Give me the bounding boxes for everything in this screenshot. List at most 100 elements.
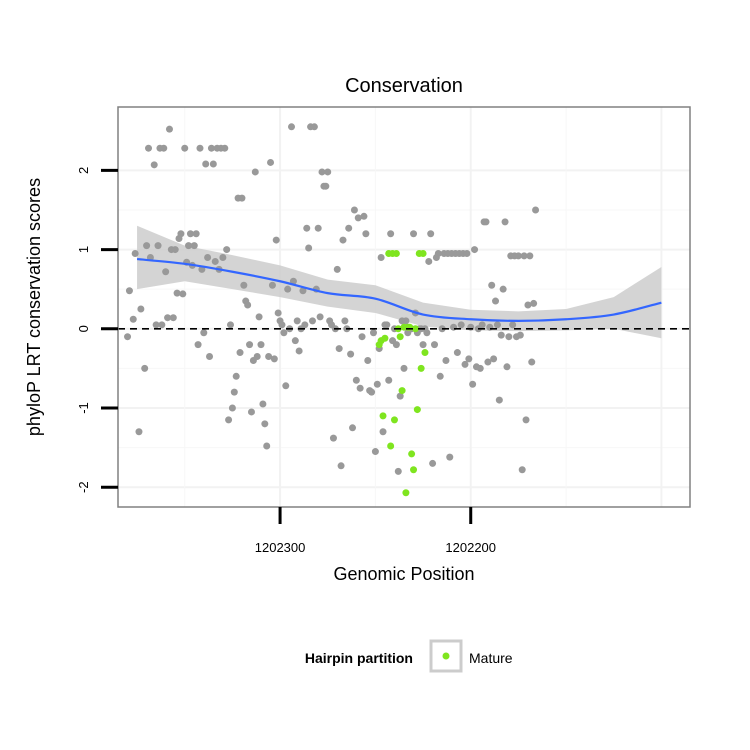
data-point [268, 281, 276, 289]
mature-point [379, 412, 387, 420]
data-point [490, 355, 498, 363]
data-point [247, 408, 255, 416]
data-point [232, 372, 240, 380]
data-point [124, 333, 132, 341]
data-point [177, 230, 185, 238]
data-point [238, 194, 246, 202]
y-tick-label: -1 [76, 402, 91, 414]
data-point [211, 257, 219, 265]
y-tick-label: -2 [76, 481, 91, 493]
data-point [532, 206, 540, 214]
data-point [267, 158, 275, 166]
data-point [503, 363, 511, 371]
data-point [377, 253, 385, 261]
data-point [219, 253, 227, 261]
plot-border [117, 106, 691, 508]
data-point [196, 144, 204, 152]
data-point [137, 305, 145, 313]
data-point [135, 428, 143, 436]
confidence-ribbon [137, 225, 662, 339]
mature-point [411, 325, 419, 333]
mature-point [413, 406, 421, 414]
data-point [173, 289, 181, 297]
data-point [350, 206, 358, 214]
data-point [505, 333, 513, 341]
data-point [288, 123, 296, 131]
data-point [310, 123, 318, 131]
data-point [446, 453, 454, 461]
ribbon-area [137, 225, 662, 339]
x-tick-label: 1202200 [445, 540, 496, 555]
data-point [425, 257, 433, 265]
data-point [402, 317, 410, 325]
y-axis-ticks: -2 -1 0 1 2 [76, 167, 118, 493]
data-point [434, 250, 442, 258]
data-point [324, 168, 332, 176]
data-point [396, 392, 404, 400]
data-point [385, 376, 393, 384]
data-point [314, 224, 322, 232]
data-point [190, 242, 198, 250]
data-point [192, 230, 200, 238]
data-point [225, 416, 233, 424]
data-point [259, 400, 267, 408]
data-point [337, 462, 345, 470]
data-point [278, 321, 286, 329]
data-point [179, 290, 187, 298]
data-point [453, 349, 461, 357]
data-points [124, 123, 540, 497]
data-point [291, 337, 299, 345]
data-point [362, 230, 370, 238]
mature-point [417, 364, 425, 372]
data-point [270, 355, 278, 363]
data-point [516, 331, 524, 339]
smooth-curve [136, 257, 662, 322]
legend-item-mature: Mature [469, 650, 513, 666]
y-tick-label: 1 [76, 246, 91, 253]
data-point [371, 448, 379, 456]
data-point [518, 466, 526, 474]
data-point [410, 230, 418, 238]
data-point [246, 341, 254, 349]
data-point [240, 281, 248, 289]
mature-point [381, 334, 389, 342]
data-point [467, 323, 475, 331]
data-point [520, 252, 528, 260]
mature-point [396, 333, 404, 341]
data-point [301, 321, 309, 329]
data-point [280, 329, 288, 337]
data-point [143, 242, 151, 250]
mature-point [387, 442, 395, 450]
data-point [347, 350, 355, 358]
data-point [476, 364, 484, 372]
data-point [509, 321, 517, 329]
data-point [488, 281, 496, 289]
data-point [341, 317, 349, 325]
data-point [204, 253, 212, 261]
plot-frame [117, 106, 691, 508]
data-point [345, 224, 353, 232]
data-point [185, 242, 193, 250]
data-point [354, 214, 362, 222]
data-point [209, 160, 217, 168]
data-point [492, 297, 500, 305]
data-point [392, 341, 400, 349]
data-point [318, 168, 326, 176]
y-axis-title: phyloP LRT conservation scores [24, 178, 44, 436]
data-point [316, 313, 324, 321]
data-point [333, 265, 341, 273]
mature-point [392, 250, 400, 258]
data-point [284, 285, 292, 293]
data-point [169, 314, 177, 322]
data-point [206, 353, 214, 361]
data-point [514, 252, 522, 260]
legend-title: Hairpin partition [305, 650, 413, 666]
data-point [482, 218, 490, 226]
data-point [272, 236, 280, 244]
data-point [236, 349, 244, 357]
mature-point [408, 450, 416, 458]
data-point [293, 317, 301, 325]
data-point [429, 459, 437, 467]
data-point [349, 424, 357, 432]
